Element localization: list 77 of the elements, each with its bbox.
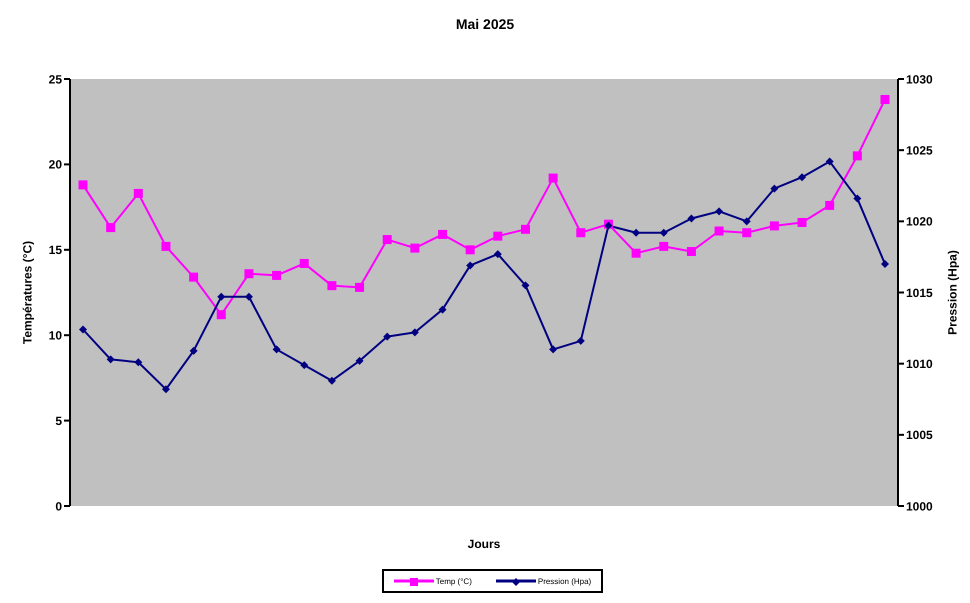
point bbox=[466, 261, 474, 270]
y-tick-label: 25 bbox=[48, 72, 62, 86]
point bbox=[106, 355, 115, 364]
point bbox=[78, 180, 88, 190]
point bbox=[521, 281, 530, 290]
y-tick-label: 0 bbox=[55, 499, 62, 514]
point bbox=[300, 258, 309, 268]
y2-tick-label: 1025 bbox=[906, 143, 934, 158]
point bbox=[687, 214, 696, 222]
y-tick-label: 10 bbox=[48, 328, 62, 342]
point bbox=[714, 226, 724, 236]
point bbox=[659, 242, 668, 251]
point bbox=[576, 336, 585, 345]
point bbox=[798, 173, 806, 182]
point bbox=[549, 345, 558, 354]
point bbox=[770, 221, 779, 230]
point bbox=[382, 235, 392, 244]
point bbox=[134, 188, 143, 198]
point bbox=[576, 228, 586, 238]
point bbox=[742, 217, 751, 226]
point bbox=[410, 244, 420, 253]
point bbox=[742, 228, 752, 238]
y2-tick-label: 1000 bbox=[906, 499, 934, 514]
point bbox=[328, 376, 336, 385]
legend-label: Temp (°C) bbox=[436, 576, 472, 586]
point bbox=[798, 218, 807, 227]
point bbox=[880, 94, 890, 104]
point bbox=[660, 228, 668, 237]
point bbox=[244, 269, 254, 278]
point bbox=[410, 328, 419, 336]
point bbox=[825, 200, 834, 210]
point bbox=[494, 250, 502, 258]
point bbox=[493, 232, 502, 241]
point bbox=[438, 306, 447, 314]
y2-tick-label: 1015 bbox=[906, 286, 934, 300]
point bbox=[632, 248, 641, 258]
x-axis-title: Jours bbox=[468, 537, 501, 551]
y-axis-title: Températures (°C) bbox=[20, 240, 34, 344]
point bbox=[520, 224, 530, 234]
y2-tick-label: 1030 bbox=[906, 72, 934, 86]
y-tick-label: 15 bbox=[48, 243, 62, 258]
chart-title: Mai 2025 bbox=[454, 16, 516, 32]
point bbox=[686, 247, 696, 256]
point bbox=[438, 230, 448, 239]
point bbox=[272, 270, 282, 280]
point bbox=[355, 282, 364, 292]
point bbox=[162, 385, 170, 394]
point bbox=[272, 345, 281, 354]
point bbox=[327, 281, 336, 290]
y2-axis-title: Pression (Hpa) bbox=[945, 250, 960, 335]
point bbox=[134, 358, 142, 366]
point bbox=[161, 242, 170, 251]
point bbox=[217, 292, 226, 301]
point bbox=[632, 228, 640, 237]
y2-tick-label: 1010 bbox=[906, 356, 934, 371]
point bbox=[189, 272, 198, 282]
point bbox=[216, 310, 226, 320]
point bbox=[826, 158, 834, 166]
point bbox=[466, 245, 475, 254]
point bbox=[106, 223, 116, 232]
y2-tick-label: 1005 bbox=[906, 428, 934, 442]
y2-tick-label: 1020 bbox=[906, 214, 934, 229]
point bbox=[548, 174, 558, 183]
point bbox=[852, 151, 862, 160]
point bbox=[715, 207, 724, 216]
point bbox=[300, 361, 308, 370]
point bbox=[79, 326, 87, 334]
point bbox=[383, 332, 392, 341]
point bbox=[244, 292, 253, 301]
y-tick-label: 5 bbox=[55, 414, 62, 428]
point bbox=[770, 184, 778, 193]
y-tick-label: 20 bbox=[48, 158, 62, 172]
point bbox=[356, 356, 364, 365]
point bbox=[853, 194, 862, 203]
point bbox=[190, 346, 198, 355]
point bbox=[881, 260, 889, 268]
legend-label: Pression (Hpa) bbox=[538, 576, 592, 586]
